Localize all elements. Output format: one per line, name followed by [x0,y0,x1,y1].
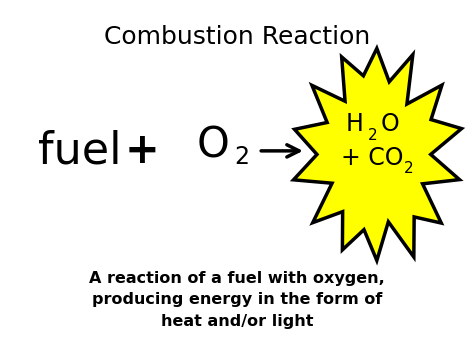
Text: + CO: + CO [341,146,404,170]
Text: Combustion Reaction: Combustion Reaction [104,25,370,49]
Text: 2: 2 [368,128,378,143]
Text: O: O [197,125,229,166]
Text: A reaction of a fuel with oxygen,: A reaction of a fuel with oxygen, [89,271,385,286]
Text: heat and/or light: heat and/or light [161,314,313,329]
Text: 2: 2 [235,145,250,169]
Text: H: H [346,112,364,136]
Text: 2: 2 [404,161,413,176]
Text: O: O [381,112,400,136]
Text: fuel: fuel [38,129,121,173]
Polygon shape [293,48,462,261]
Text: producing energy in the form of: producing energy in the form of [92,293,382,307]
Text: +: + [125,130,160,172]
